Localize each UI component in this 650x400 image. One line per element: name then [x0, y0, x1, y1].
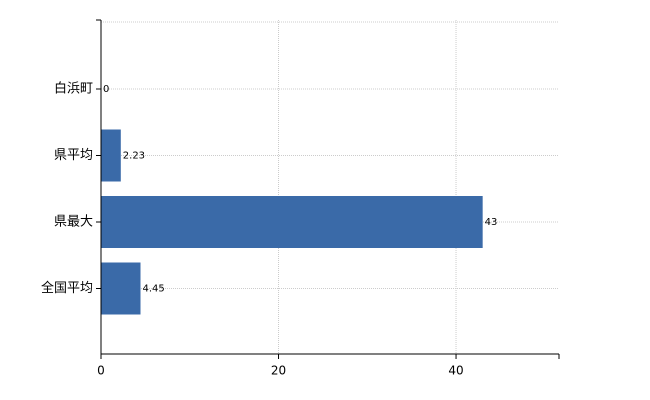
value-label: 2.23 [123, 151, 145, 162]
value-label: 43 [485, 217, 498, 228]
value-label: 0 [103, 84, 109, 95]
y-tick-label: 県平均 [54, 148, 93, 163]
bar [101, 262, 141, 315]
bar [101, 196, 483, 248]
bar [101, 129, 121, 182]
y-tick-label: 白浜町 [54, 81, 93, 97]
x-tick-label: 40 [448, 364, 463, 378]
value-label: 4.45 [142, 284, 164, 295]
x-tick-label: 0 [97, 364, 105, 378]
y-tick-label: 県最大 [54, 215, 93, 230]
y-tick-label: 全国平均 [41, 280, 93, 296]
x-tick-label: 20 [271, 364, 286, 378]
